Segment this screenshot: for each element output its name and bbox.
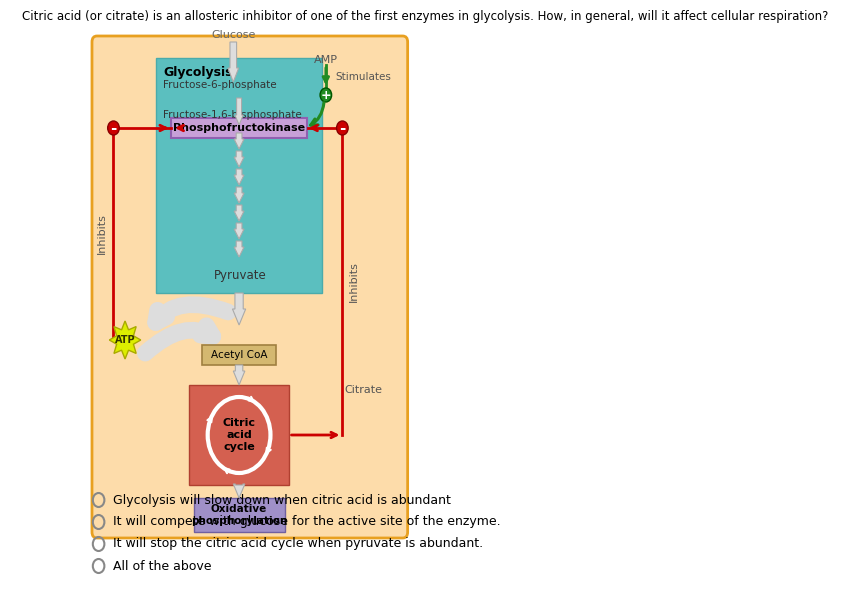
FancyBboxPatch shape [92,36,408,538]
Text: Pyruvate: Pyruvate [214,269,267,282]
Text: Citric
acid
cycle: Citric acid cycle [223,418,256,452]
Polygon shape [234,187,244,203]
Text: Inhibits: Inhibits [97,214,107,254]
Text: Glucose: Glucose [211,30,256,40]
Text: Oxidative
phosphorylation: Oxidative phosphorylation [191,505,287,526]
Text: It will compete with glucose for the active site of the enzyme.: It will compete with glucose for the act… [114,516,502,529]
FancyBboxPatch shape [190,385,289,485]
Text: Glycolysis: Glycolysis [163,66,233,79]
FancyBboxPatch shape [194,498,285,532]
Polygon shape [234,241,244,257]
Text: Citric acid (or citrate) is an allosteric inhibitor of one of the first enzymes : Citric acid (or citrate) is an allosteri… [22,10,828,23]
FancyBboxPatch shape [156,58,321,293]
Text: Fructose-1,6-bisphosphate: Fructose-1,6-bisphosphate [163,110,302,120]
FancyBboxPatch shape [202,345,276,365]
Text: AMP: AMP [314,55,337,65]
Text: Glycolysis will slow down when citric acid is abundant: Glycolysis will slow down when citric ac… [114,493,451,506]
Polygon shape [234,169,244,185]
Polygon shape [228,42,239,82]
Polygon shape [235,98,243,125]
Text: Inhibits: Inhibits [349,261,359,302]
Circle shape [108,121,119,135]
Circle shape [337,121,348,135]
Text: Citrate: Citrate [345,385,382,395]
Polygon shape [234,205,244,221]
Text: -: - [339,121,346,136]
Text: +: + [320,89,332,102]
Text: -: - [110,121,116,136]
FancyBboxPatch shape [172,118,307,138]
Polygon shape [233,365,245,385]
Polygon shape [110,321,141,359]
Text: Acetyl CoA: Acetyl CoA [211,350,268,360]
Polygon shape [233,484,245,498]
Polygon shape [232,293,246,325]
Text: ATP: ATP [115,335,135,345]
Circle shape [320,88,332,102]
Text: Stimulates: Stimulates [335,72,391,82]
Text: All of the above: All of the above [114,559,212,572]
Text: Fructose-6-phosphate: Fructose-6-phosphate [163,80,277,90]
Polygon shape [234,151,244,167]
Text: Phosphofructokinase: Phosphofructokinase [173,123,305,133]
Text: It will stop the citric acid cycle when pyruvate is abundant.: It will stop the citric acid cycle when … [114,538,484,551]
Polygon shape [234,133,244,149]
Polygon shape [234,223,244,239]
